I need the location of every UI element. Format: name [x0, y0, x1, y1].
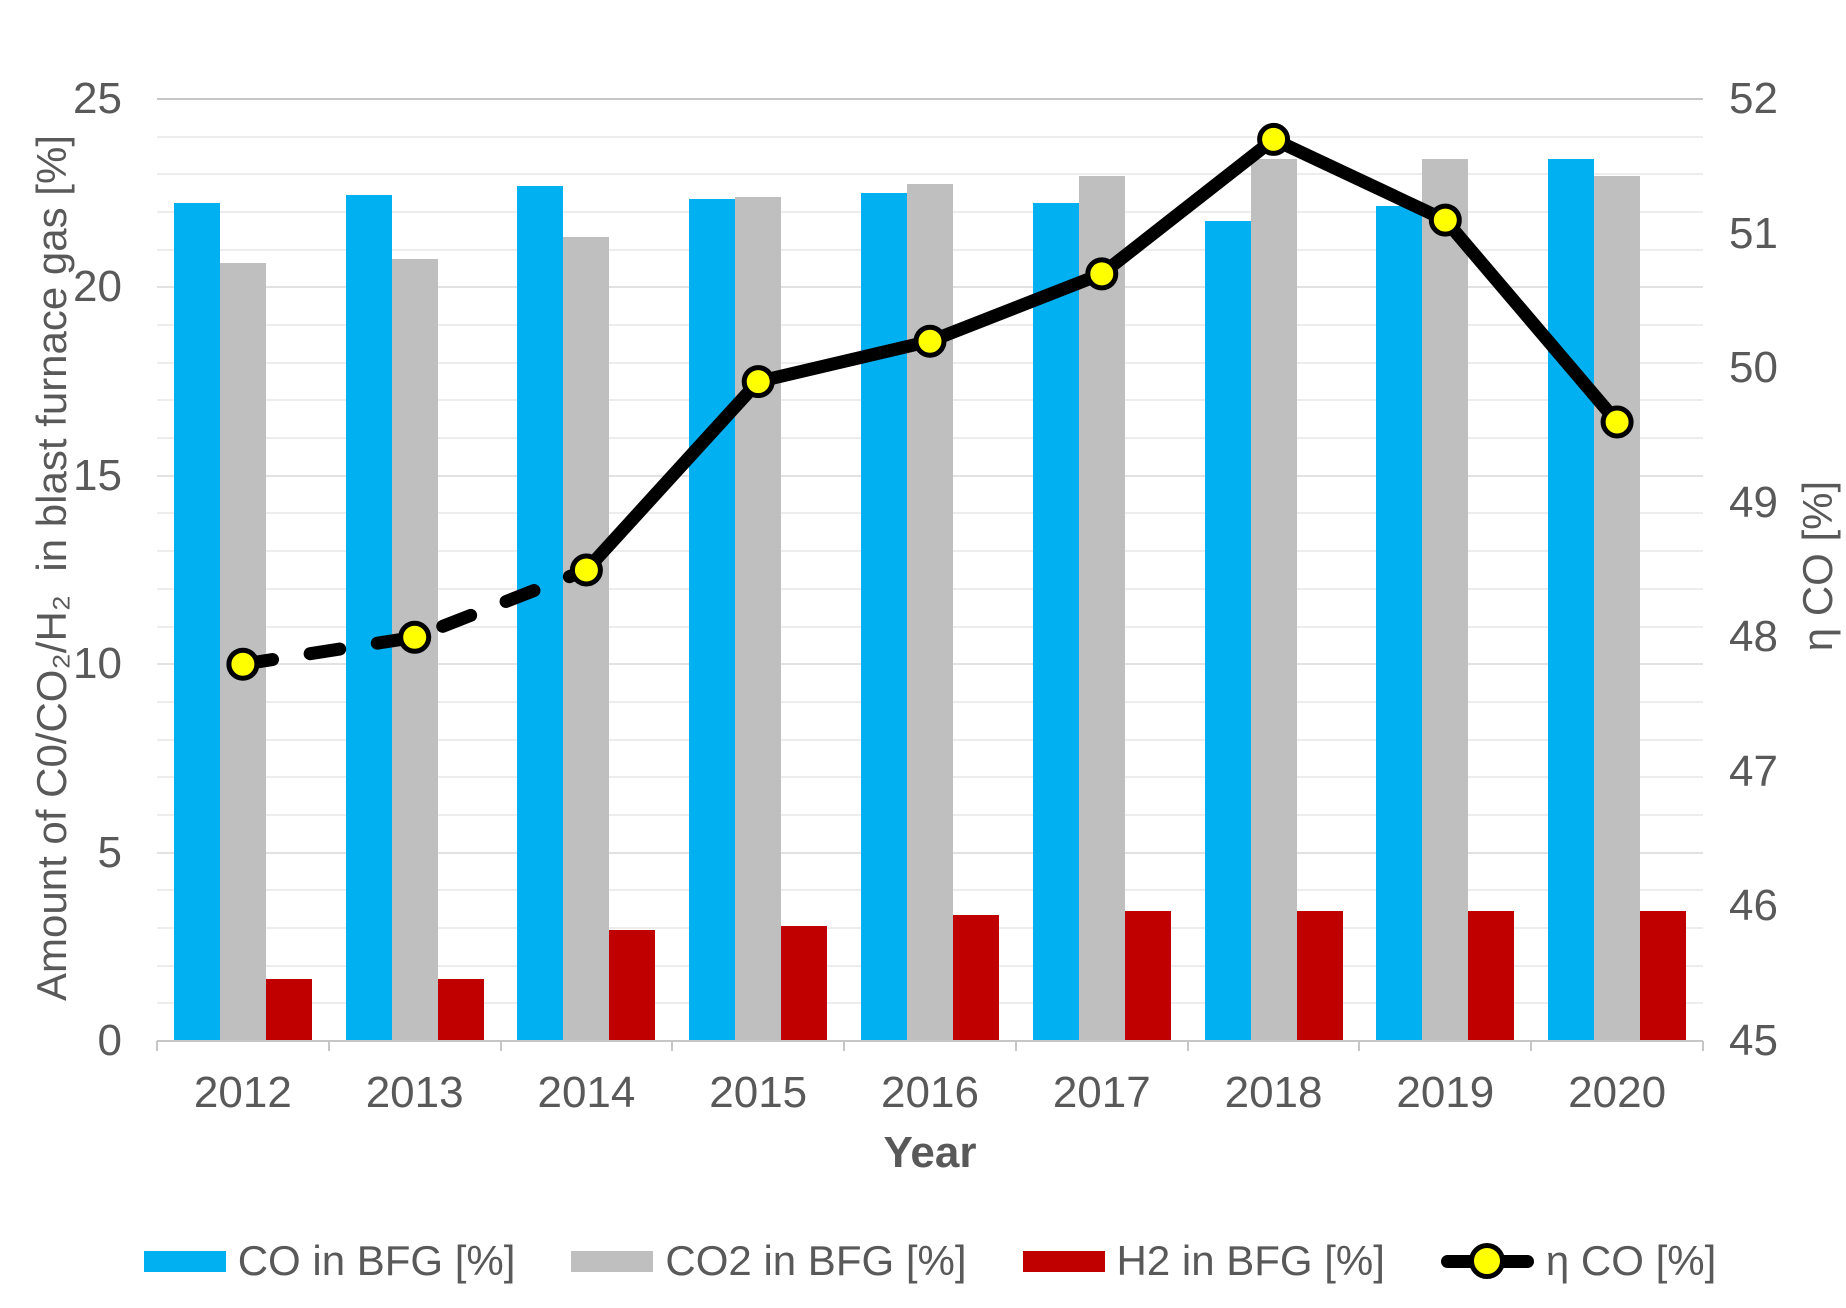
h2-swatch-icon: [1022, 1250, 1105, 1272]
x-axis-title: Year: [883, 1128, 977, 1177]
bar-co2-2014: [563, 236, 610, 1041]
bar-co2-2019: [1422, 159, 1469, 1041]
bar-co-2013: [345, 195, 392, 1041]
co-swatch-icon: [143, 1250, 226, 1272]
x-axis-tick: [1358, 1041, 1361, 1051]
x-axis-label-2019: 2019: [1396, 1068, 1495, 1117]
bar-co-2015: [689, 198, 736, 1041]
eta-marker-2014: [569, 553, 603, 587]
x-axis-tick: [499, 1041, 502, 1051]
bar-h2-2013: [437, 978, 484, 1041]
eta-line-marker-icon: [1440, 1243, 1534, 1279]
eta-marker-2020: [1600, 405, 1634, 439]
x-axis-label-2014: 2014: [537, 1068, 636, 1117]
eta-line-dashed: [236, 563, 593, 671]
legend-label: CO2 in BFG [%]: [665, 1237, 967, 1284]
bar-co2-2018: [1250, 159, 1297, 1041]
tick-label-left-25: 25: [73, 74, 122, 123]
bar-co-2019: [1376, 206, 1423, 1041]
gridline-23: [157, 173, 1703, 176]
x-axis-tick: [327, 1041, 330, 1051]
eta-marker-2013: [398, 620, 432, 654]
x-axis-tick: [671, 1041, 674, 1051]
eta-marker-dot-icon: [1469, 1243, 1506, 1279]
legend-item-h2: H2 in BFG [%]: [1022, 1237, 1385, 1285]
bar-h2-2019: [1468, 911, 1515, 1041]
eta-marker-2019: [1428, 203, 1462, 237]
x-axis-tick: [1530, 1041, 1533, 1051]
bar-co-2018: [1204, 221, 1251, 1041]
x-axis-label-2015: 2015: [709, 1068, 808, 1117]
bar-co2-2015: [735, 196, 782, 1041]
bar-co2-2017: [1078, 176, 1125, 1041]
x-axis-label-2012: 2012: [193, 1068, 292, 1117]
bar-h2-2014: [609, 929, 656, 1041]
bar-co-2014: [517, 185, 564, 1041]
tick-label-right-50: 50: [1729, 343, 1778, 393]
bar-co2-2020: [1594, 176, 1641, 1041]
x-axis-tick: [156, 1041, 158, 1051]
bar-h2-2017: [1124, 911, 1171, 1041]
bar-co-2017: [1032, 202, 1079, 1041]
bar-h2-2018: [1296, 911, 1343, 1041]
eta-marker-2017: [1085, 257, 1119, 291]
legend-label: CO in BFG [%]: [237, 1237, 516, 1284]
x-axis-label-2013: 2013: [365, 1068, 464, 1117]
tick-label-left-0: 0: [97, 1016, 122, 1065]
tick-label-right-52: 52: [1729, 74, 1778, 123]
legend-label: H2 in BFG [%]: [1116, 1237, 1385, 1284]
tick-label-left-5: 5: [97, 827, 122, 877]
eta-marker-2015: [741, 365, 775, 399]
x-axis-label-2020: 2020: [1568, 1068, 1667, 1117]
tick-label-right-49: 49: [1729, 477, 1778, 527]
eta-marker-2012: [226, 647, 260, 681]
legend-item-co2: CO2 in BFG [%]: [571, 1237, 967, 1285]
bar-co-2016: [861, 193, 907, 1041]
tick-label-right-51: 51: [1729, 208, 1778, 258]
bar-h2-2015: [781, 926, 828, 1041]
legend-label: η CO [%]: [1545, 1237, 1717, 1284]
legend: CO in BFG [%] CO2 in BFG [%] H2 in BFG [%]…: [143, 1236, 1716, 1286]
tick-label-left-10: 10: [73, 639, 122, 689]
left-axis-title: Amount of C0/CO₂/H₂ in blast furnace gas…: [28, 135, 75, 1001]
bar-h2-2016: [953, 914, 999, 1041]
eta-marker-2016: [913, 324, 947, 358]
right-axis-title: η CO [%]: [1794, 480, 1841, 652]
eta-co-line-chart: [226, 122, 1634, 681]
bar-co-2020: [1548, 159, 1595, 1041]
x-axis-tick: [1014, 1041, 1017, 1051]
bar-co-2012: [173, 202, 220, 1041]
x-axis-label-2018: 2018: [1224, 1068, 1323, 1117]
tick-label-left-15: 15: [73, 450, 122, 500]
x-axis-label-2017: 2017: [1052, 1068, 1151, 1117]
x-axis-tick: [1186, 1041, 1189, 1051]
x-axis-line: [157, 1040, 1703, 1042]
x-axis-label-2016: 2016: [881, 1068, 979, 1117]
legend-item-co: CO in BFG [%]: [143, 1237, 516, 1285]
eta-line-solid: [579, 132, 1624, 577]
tick-label-left-20: 20: [73, 262, 122, 312]
tick-label-right-48: 48: [1729, 612, 1778, 662]
x-axis-tick: [843, 1041, 846, 1051]
co2-swatch-icon: [571, 1250, 654, 1272]
gridline-24: [157, 135, 1703, 138]
tick-label-right-47: 47: [1729, 746, 1778, 796]
tick-label-right-45: 45: [1729, 1016, 1778, 1065]
eta-marker-2018: [1257, 122, 1291, 156]
gridline-25: [157, 98, 1703, 100]
bar-h2-2020: [1640, 911, 1687, 1041]
x-axis-tick: [1702, 1041, 1704, 1051]
legend-item-η: η CO [%]: [1440, 1237, 1717, 1285]
plot-area: [157, 98, 1703, 1042]
tick-label-right-46: 46: [1729, 881, 1778, 931]
bar-h2-2012: [265, 978, 312, 1041]
